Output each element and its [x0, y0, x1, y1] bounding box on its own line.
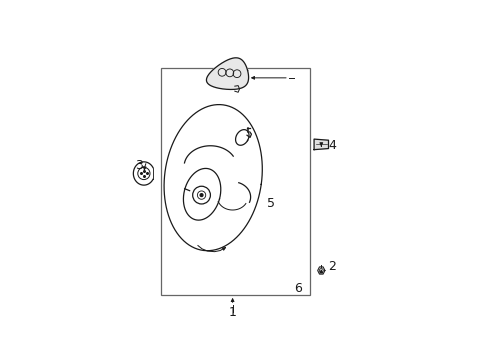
Bar: [160, 68, 309, 296]
Polygon shape: [317, 267, 324, 274]
Text: 2: 2: [328, 260, 336, 273]
Circle shape: [200, 194, 203, 197]
Text: 5: 5: [267, 198, 275, 211]
Text: 1: 1: [228, 306, 236, 319]
Polygon shape: [313, 139, 328, 150]
Text: 6: 6: [293, 282, 301, 295]
Text: 4: 4: [328, 139, 336, 152]
Polygon shape: [206, 58, 248, 89]
Text: 3: 3: [134, 159, 142, 172]
